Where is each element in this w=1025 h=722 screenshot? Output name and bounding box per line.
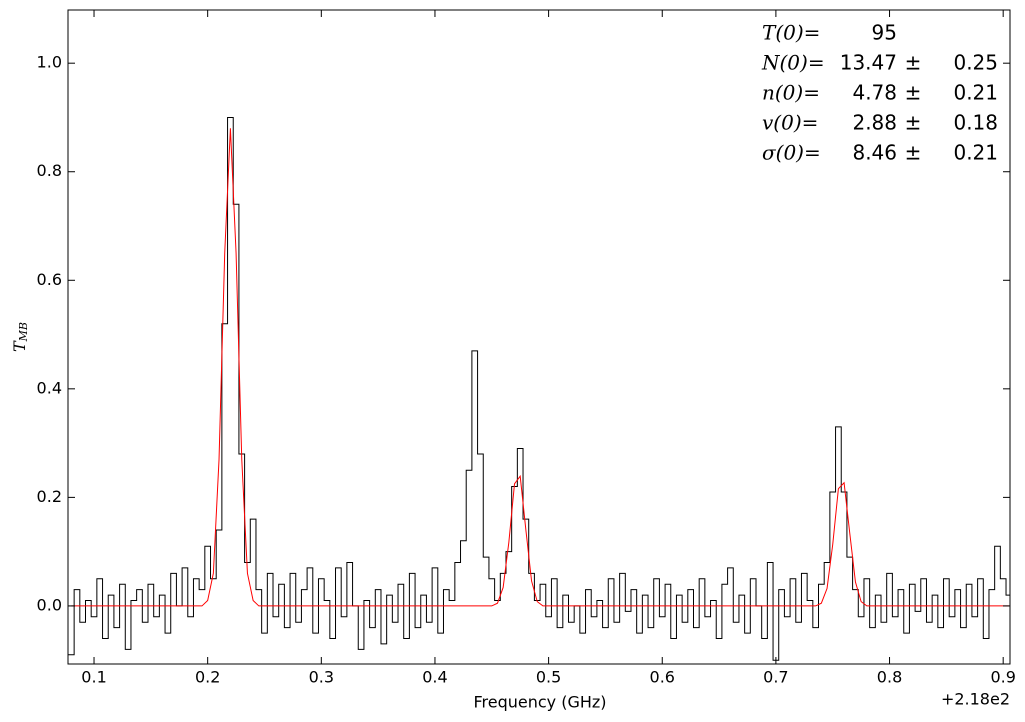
annotation-error: 0.25 xyxy=(953,51,998,75)
x-tick-label: 0.3 xyxy=(309,668,334,687)
x-tick-label: 0.2 xyxy=(195,668,220,687)
y-tick-label: 0.8 xyxy=(37,161,62,180)
x-axis-label: Frequency (GHz) xyxy=(473,693,606,712)
annotation-separator: ± xyxy=(905,51,922,75)
plot-frame xyxy=(67,9,1011,665)
x-tick-label: 0.7 xyxy=(763,668,788,687)
annotation-name: N(0)= xyxy=(761,51,825,75)
y-tick-label: 0.6 xyxy=(37,270,62,289)
annotation-error: 0.18 xyxy=(953,111,998,135)
annotation-separator: ± xyxy=(905,141,922,165)
x-tick-label: 0.1 xyxy=(81,668,106,687)
x-tick-label: 0.5 xyxy=(536,668,561,687)
annotation-name: n(0)= xyxy=(762,81,820,105)
x-tick-label: 0.8 xyxy=(877,668,902,687)
x-offset-label: +2.18e2 xyxy=(941,690,1010,709)
annotation-name: σ(0)= xyxy=(762,141,821,165)
annotation-name: v(0)= xyxy=(762,111,818,135)
annotation-value: 13.47 xyxy=(840,51,897,75)
annotation-separator: ± xyxy=(905,81,922,105)
annotation-error: 0.21 xyxy=(953,81,998,105)
y-tick-label: 0.2 xyxy=(37,487,62,506)
y-label-sub: MB xyxy=(17,322,30,342)
y-axis-label: TMB xyxy=(10,322,31,352)
y-tick-label: 1.0 xyxy=(37,53,62,72)
fit-line xyxy=(71,128,1009,607)
annotation-separator: ± xyxy=(905,111,922,135)
annotation-error: 0.21 xyxy=(953,141,998,165)
annotation-value: 2.88 xyxy=(852,111,897,135)
annotation-value: 95 xyxy=(872,21,897,45)
y-tick-label: 0.4 xyxy=(37,378,62,397)
x-tick-label: 0.6 xyxy=(650,668,675,687)
x-tick-label: 0.9 xyxy=(990,668,1015,687)
spectrum-line xyxy=(68,116,1010,661)
annotation-name: T(0)= xyxy=(762,21,820,45)
annotation-value: 4.78 xyxy=(852,81,897,105)
plot-area xyxy=(68,116,1010,661)
annotation-value: 8.46 xyxy=(852,141,897,165)
y-label-main: T xyxy=(10,340,29,352)
y-tick-label: 0.0 xyxy=(37,595,62,614)
x-tick-label: 0.4 xyxy=(422,668,447,687)
